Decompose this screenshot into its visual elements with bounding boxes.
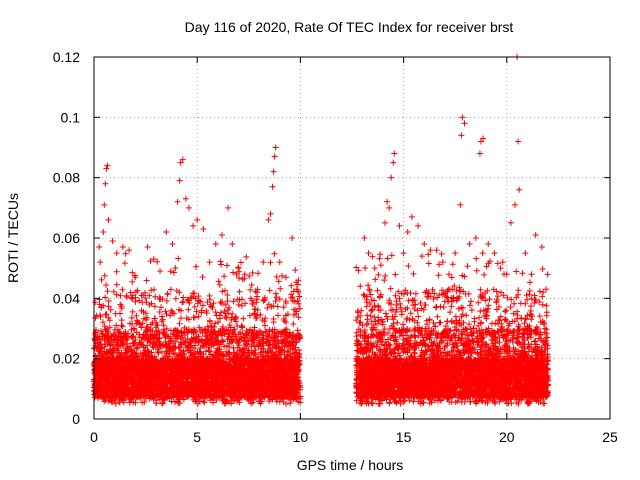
data-point <box>106 317 113 324</box>
data-point <box>217 258 224 265</box>
data-point <box>287 400 294 407</box>
data-point <box>267 259 274 266</box>
data-point <box>150 286 157 293</box>
data-points <box>91 54 552 407</box>
data-point <box>168 307 175 314</box>
data-point <box>105 298 112 305</box>
data-point <box>191 290 198 297</box>
data-point <box>274 303 281 310</box>
data-point <box>185 306 192 313</box>
data-point <box>257 311 264 318</box>
data-point <box>172 264 179 271</box>
data-point <box>270 319 277 326</box>
data-point <box>155 349 162 356</box>
data-point <box>153 400 160 407</box>
data-point <box>235 301 242 308</box>
data-point <box>296 305 303 312</box>
data-point <box>222 287 229 294</box>
data-point <box>249 269 256 276</box>
data-point <box>292 267 299 274</box>
data-point <box>172 295 179 302</box>
data-point <box>113 291 120 298</box>
data-point <box>279 272 286 279</box>
data-point <box>243 253 250 260</box>
data-point <box>236 288 243 295</box>
data-point <box>237 259 244 266</box>
data-point <box>255 270 262 277</box>
data-point <box>221 273 228 280</box>
data-point <box>175 255 182 262</box>
data-point <box>266 287 273 294</box>
data-point <box>167 286 174 293</box>
data-point <box>248 281 255 288</box>
data-point <box>143 277 150 284</box>
data-point <box>215 278 222 285</box>
data-point <box>206 292 213 299</box>
data-point <box>248 343 255 350</box>
data-point <box>129 295 136 302</box>
data-point <box>216 281 223 288</box>
data-point <box>119 286 126 293</box>
data-point <box>294 327 301 334</box>
data-point <box>117 310 124 317</box>
data-point <box>218 261 225 268</box>
data-point <box>195 338 202 345</box>
data-point <box>121 260 128 267</box>
chart-title: Day 116 of 2020, Rate Of TEC Index for r… <box>185 19 514 35</box>
data-point <box>96 296 103 303</box>
data-point <box>224 262 231 269</box>
data-point <box>147 258 154 265</box>
data-point <box>192 263 199 270</box>
data-point <box>129 308 136 315</box>
data-point <box>170 269 177 276</box>
data-point <box>101 272 108 279</box>
data-point <box>158 304 165 311</box>
data-point <box>154 258 161 265</box>
data-point <box>118 322 125 329</box>
data-point <box>129 278 136 285</box>
data-point <box>167 268 174 275</box>
grid-lines <box>94 57 610 419</box>
data-point <box>163 325 170 332</box>
data-point <box>110 288 117 295</box>
data-point <box>253 296 260 303</box>
data-point <box>148 287 155 294</box>
data-point <box>179 299 186 306</box>
data-point <box>217 299 224 306</box>
data-point <box>122 250 129 257</box>
data-point <box>97 328 104 335</box>
data-point <box>240 315 247 322</box>
data-point <box>272 290 279 297</box>
data-point <box>102 294 109 301</box>
data-point <box>167 312 174 319</box>
data-point <box>151 303 158 310</box>
data-point <box>123 294 130 301</box>
data-point <box>288 282 295 289</box>
data-point <box>177 315 184 322</box>
data-point <box>118 317 125 324</box>
data-point <box>104 288 111 295</box>
data-point <box>271 250 278 257</box>
data-point <box>251 306 258 313</box>
data-point <box>290 320 297 327</box>
data-point <box>162 308 169 315</box>
data-point <box>213 312 220 319</box>
data-point <box>199 274 206 281</box>
data-point <box>219 288 226 295</box>
data-point <box>103 282 110 289</box>
data-point <box>229 311 236 318</box>
data-point <box>277 285 284 292</box>
data-point <box>119 323 126 330</box>
data-point <box>212 309 219 316</box>
data-point <box>222 313 229 320</box>
data-point <box>113 281 120 288</box>
data-point <box>199 302 206 309</box>
data-point <box>98 276 105 283</box>
data-point <box>176 320 183 327</box>
data-point <box>230 269 237 276</box>
data-point <box>261 322 268 329</box>
data-point <box>247 286 254 293</box>
